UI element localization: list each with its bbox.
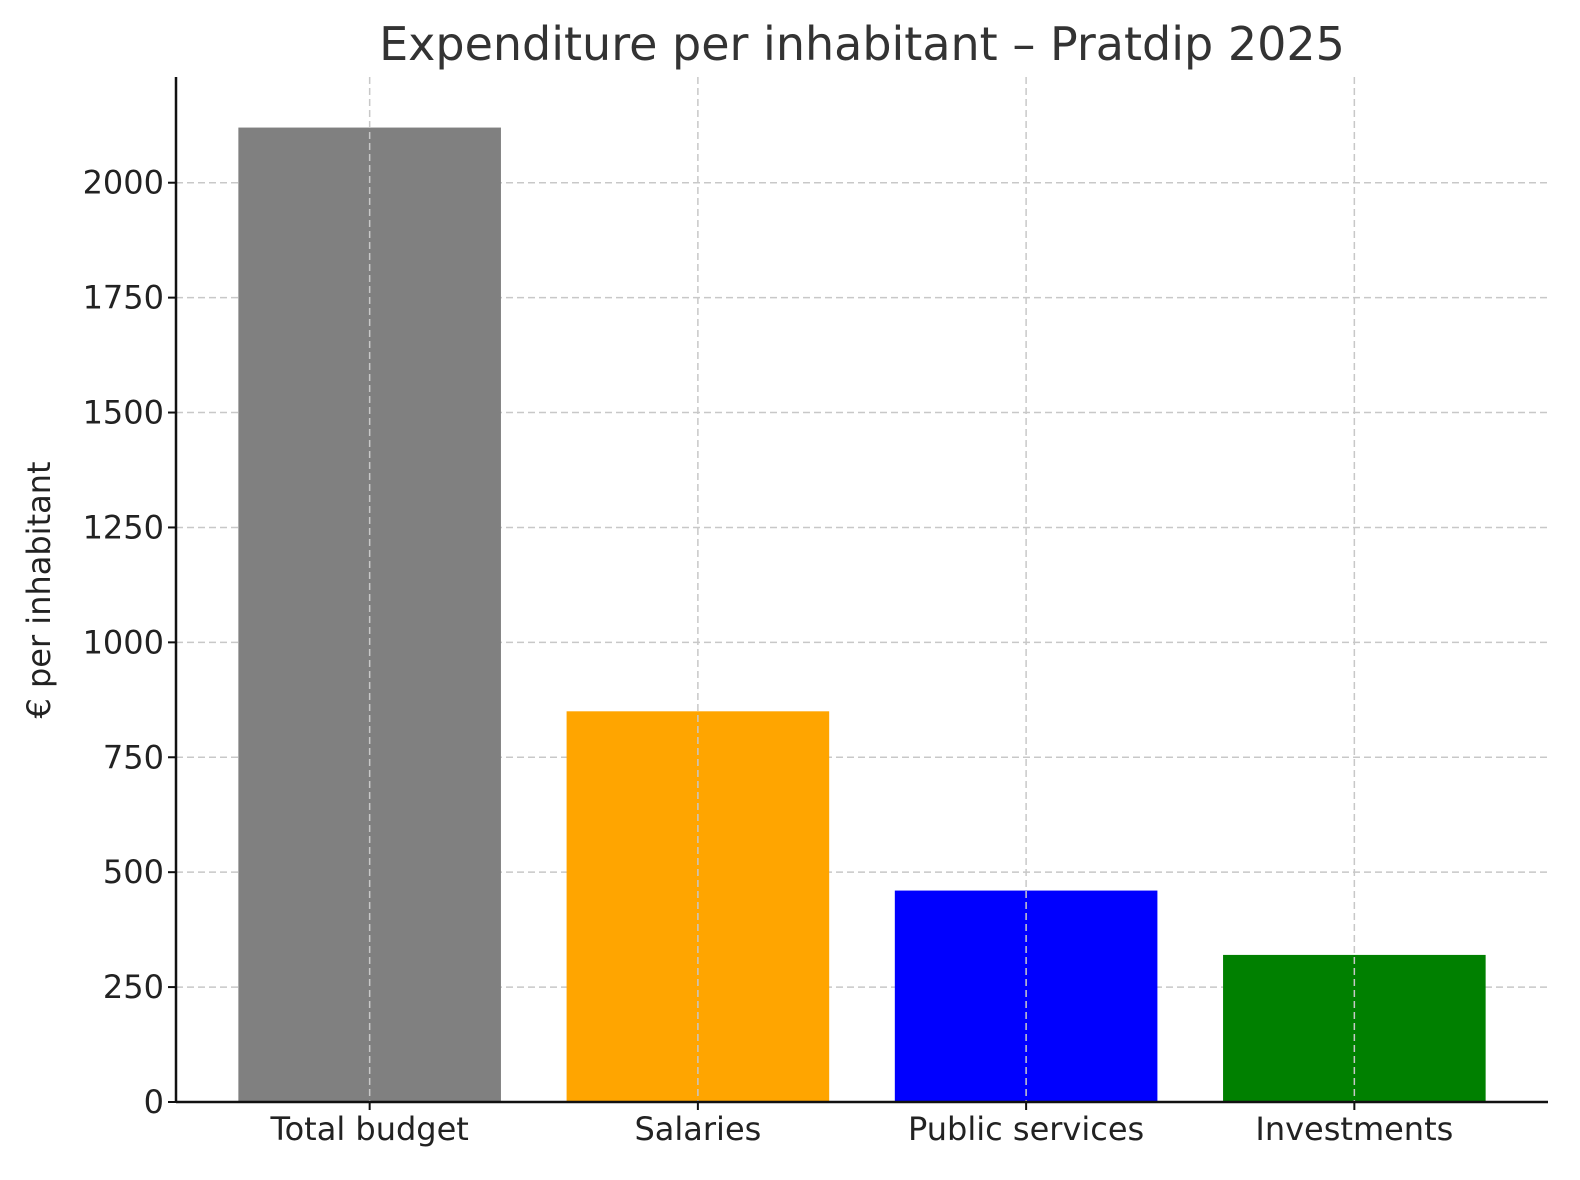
y-tick-label: 1750: [83, 279, 164, 317]
y-tick-label: 750: [103, 738, 164, 776]
x-tick-label: Public services: [908, 1110, 1144, 1148]
y-tick-label: 500: [103, 853, 164, 891]
x-tick-label: Total budget: [269, 1110, 468, 1148]
x-tick-label: Salaries: [634, 1110, 761, 1148]
y-tick-label: 1500: [83, 394, 164, 432]
y-tick-label: 1000: [83, 623, 164, 661]
y-tick-label: 1250: [83, 508, 164, 546]
y-axis-label: € per inhabitant: [20, 461, 58, 718]
bar-total-budget: [238, 127, 501, 1102]
x-tick-label: Investments: [1255, 1110, 1453, 1148]
y-tick-label: 2000: [83, 164, 164, 202]
y-tick-label: 0: [144, 1083, 164, 1121]
y-tick-label: 250: [103, 968, 164, 1006]
chart-title: Expenditure per inhabitant – Pratdip 202…: [379, 17, 1345, 71]
